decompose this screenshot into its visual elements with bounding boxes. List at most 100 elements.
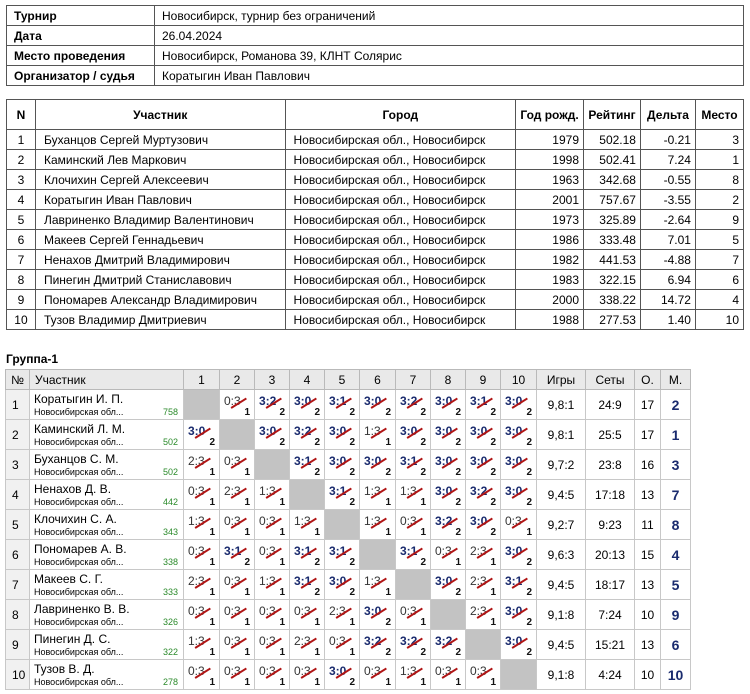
match-score-cell[interactable]: 3:1 2 (289, 449, 325, 480)
match-score-cell[interactable]: 1:3 1 (359, 479, 396, 510)
match-score-cell[interactable]: 3:0 2 (324, 449, 360, 480)
match-score-cell[interactable]: 0:3 1 (289, 599, 325, 630)
player-name[interactable]: Каминский Л. М. (34, 422, 126, 436)
player-name[interactable]: Ненахов Д. В. (34, 482, 112, 496)
match-score-cell[interactable]: 1:3 1 (359, 419, 396, 450)
match-score-cell[interactable]: 2:3 1 (183, 449, 220, 480)
match-score-cell[interactable]: 3:1 2 (324, 539, 360, 570)
match-score-cell[interactable]: 0:3 1 (395, 599, 431, 630)
match-score-cell[interactable]: 3:0 2 (500, 389, 537, 420)
match-score-cell[interactable]: 3:0 2 (254, 419, 290, 450)
match-score-cell[interactable]: 2:3 1 (289, 629, 325, 660)
match-score-cell[interactable]: 0:3 1 (254, 629, 290, 660)
match-score-cell[interactable]: 1:3 1 (395, 479, 431, 510)
match-score-cell[interactable]: 3:2 2 (465, 479, 501, 510)
match-score-cell[interactable]: 0:3 1 (324, 629, 360, 660)
match-score-cell[interactable]: 3:2 2 (289, 419, 325, 450)
match-score-cell[interactable]: 3:0 2 (430, 419, 466, 450)
match-score-cell[interactable]: 3:0 2 (324, 569, 360, 600)
match-score-cell[interactable]: 0:3 1 (289, 659, 325, 690)
match-score-cell[interactable]: 3:0 2 (324, 419, 360, 450)
match-score-cell[interactable]: 3:0 2 (289, 389, 325, 420)
match-score-cell[interactable]: 3:0 2 (395, 419, 431, 450)
match-score-cell[interactable]: 0:3 1 (465, 659, 501, 690)
match-score-cell[interactable]: 2:3 1 (183, 569, 220, 600)
match-score-cell[interactable]: 0:3 1 (254, 539, 290, 570)
match-score-cell[interactable]: 0:3 1 (219, 569, 255, 600)
match-score-cell[interactable]: 3:0 2 (500, 419, 537, 450)
match-score-cell[interactable]: 2:3 1 (465, 539, 501, 570)
match-score-cell[interactable]: 1:3 1 (183, 509, 220, 540)
match-score-cell[interactable]: 3:0 2 (500, 539, 537, 570)
match-score-cell[interactable]: 0:3 1 (430, 539, 466, 570)
match-score-cell[interactable]: 2:3 1 (219, 479, 255, 510)
match-score-cell[interactable]: 3:0 2 (183, 419, 220, 450)
match-score-cell[interactable]: 2:3 1 (465, 569, 501, 600)
match-score-cell[interactable]: 3:2 2 (254, 389, 290, 420)
match-score-cell[interactable]: 2:3 1 (465, 599, 501, 630)
player-name[interactable]: Лавриненко В. В. (34, 602, 130, 616)
match-score-cell[interactable]: 0:3 1 (254, 599, 290, 630)
match-score-cell[interactable]: 3:1 2 (324, 479, 360, 510)
match-score-cell[interactable]: 0:3 1 (430, 659, 466, 690)
match-score-cell[interactable]: 3:0 2 (359, 389, 396, 420)
match-score-cell[interactable]: 1:3 1 (359, 569, 396, 600)
match-score-cell[interactable]: 3:1 2 (395, 449, 431, 480)
player-name[interactable]: Макеев С. Г. (34, 572, 103, 586)
match-score-cell[interactable]: 3:0 2 (500, 629, 537, 660)
match-score-cell[interactable]: 3:0 2 (359, 599, 396, 630)
match-score-cell[interactable]: 1:3 1 (254, 569, 290, 600)
match-score-cell[interactable]: 3:0 2 (430, 479, 466, 510)
match-score-cell[interactable]: 3:2 2 (395, 389, 431, 420)
match-score-cell[interactable]: 3:2 2 (395, 629, 431, 660)
match-score-cell[interactable]: 0:3 1 (183, 659, 220, 690)
match-score-cell[interactable]: 3:1 2 (289, 539, 325, 570)
match-score-cell[interactable]: 0:3 1 (254, 509, 290, 540)
match-score-cell[interactable]: 3:0 2 (500, 479, 537, 510)
match-score-cell[interactable]: 3:1 2 (324, 389, 360, 420)
match-score-cell[interactable]: 1:3 1 (395, 659, 431, 690)
match-score-cell[interactable]: 0:3 1 (183, 599, 220, 630)
match-score-cell[interactable]: 3:0 2 (430, 389, 466, 420)
match-score-cell[interactable]: 3:2 2 (430, 509, 466, 540)
match-score-cell[interactable]: 0:3 1 (219, 629, 255, 660)
match-score-cell[interactable]: 3:0 2 (430, 569, 466, 600)
match-score-cell[interactable]: 3:0 2 (430, 449, 466, 480)
match-score-cell[interactable]: 3:1 2 (500, 569, 537, 600)
player-name[interactable]: Коратыгин И. П. (34, 392, 124, 406)
match-score-cell[interactable]: 3:1 2 (219, 539, 255, 570)
match-score-cell[interactable]: 3:0 2 (465, 449, 501, 480)
match-score-cell[interactable]: 0:3 1 (219, 509, 255, 540)
match-score-cell[interactable]: 0:3 1 (395, 509, 431, 540)
match-score-cell[interactable]: 3:0 2 (500, 599, 537, 630)
match-score-cell[interactable]: 1:3 1 (359, 509, 396, 540)
match-score-cell[interactable]: 0:3 1 (183, 479, 220, 510)
player-name[interactable]: Пономарев А. В. (34, 542, 127, 556)
match-score-cell[interactable]: 3:1 2 (289, 569, 325, 600)
match-score-cell[interactable]: 0:3 1 (219, 389, 255, 420)
match-score-cell[interactable]: 0:3 1 (359, 659, 396, 690)
match-score-cell[interactable]: 3:0 2 (465, 419, 501, 450)
player-name[interactable]: Буханцов С. М. (34, 452, 119, 466)
match-score-cell[interactable]: 3:1 2 (465, 389, 501, 420)
match-score-cell[interactable]: 1:3 1 (289, 509, 325, 540)
player-name[interactable]: Клочихин С. А. (34, 512, 117, 526)
match-score-cell[interactable]: 3:2 2 (430, 629, 466, 660)
match-score-cell[interactable]: 0:3 1 (500, 509, 537, 540)
match-score-cell[interactable]: 0:3 1 (254, 659, 290, 690)
match-score-cell[interactable]: 3:0 2 (500, 449, 537, 480)
match-score-cell[interactable]: 1:3 1 (183, 629, 220, 660)
match-score-cell[interactable]: 0:3 1 (219, 659, 255, 690)
match-score-cell[interactable]: 0:3 1 (219, 599, 255, 630)
match-score-cell[interactable]: 1:3 1 (254, 479, 290, 510)
match-score-cell[interactable]: 3:0 2 (359, 449, 396, 480)
match-score-cell[interactable]: 3:1 2 (395, 539, 431, 570)
match-score-cell[interactable]: 2:3 1 (324, 599, 360, 630)
player-name[interactable]: Пинегин Д. С. (34, 632, 111, 646)
match-score-cell[interactable]: 3:2 2 (359, 629, 396, 660)
match-score-cell[interactable]: 0:3 1 (183, 539, 220, 570)
match-score-cell[interactable]: 3:0 2 (324, 659, 360, 690)
match-score-cell[interactable]: 0:3 1 (219, 449, 255, 480)
match-score-cell[interactable]: 3:0 2 (465, 509, 501, 540)
player-name[interactable]: Тузов В. Д. (34, 662, 95, 676)
